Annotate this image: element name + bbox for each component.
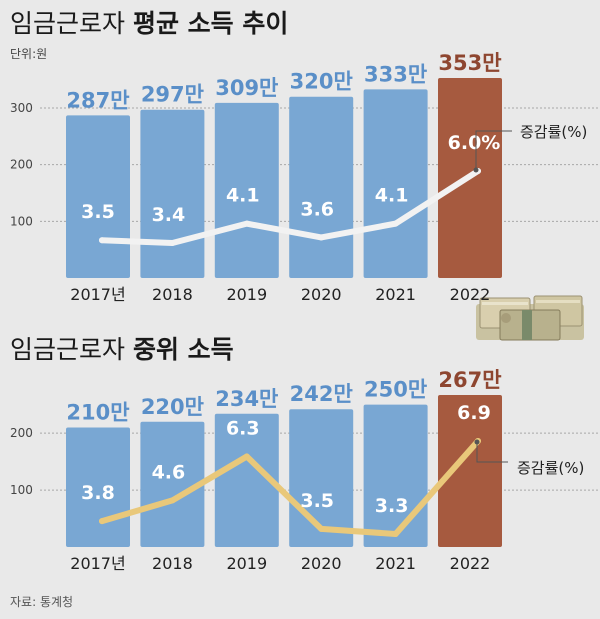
chart-1-legend-label: 증감률(%) bbox=[520, 123, 587, 141]
chart-1-growth-label: 3.4 bbox=[152, 204, 186, 226]
chart-1-title: 임금근로자 평균 소득 추이 bbox=[10, 9, 288, 38]
chart-2-legend-leader bbox=[476, 442, 508, 463]
chart-2-growth-point bbox=[169, 497, 176, 504]
chart-2-category-label: 2022 bbox=[450, 554, 491, 573]
chart-2-bar-value-label: 234만 bbox=[215, 387, 278, 411]
chart-2-bar-value-label: 250만 bbox=[364, 378, 427, 402]
chart-2-growth-label: 6.9 bbox=[457, 402, 491, 424]
chart-1-growth-point bbox=[318, 234, 325, 241]
chart-2-bar-value-label: 267만 bbox=[438, 368, 501, 392]
chart-1-bar bbox=[363, 89, 428, 278]
chart-1-category-label: 2022 bbox=[450, 285, 491, 304]
chart-1-bar-value-label: 320만 bbox=[290, 70, 353, 94]
chart-1-ytick-label: 100 bbox=[10, 214, 33, 228]
chart-2-bar bbox=[214, 413, 279, 547]
chart-2-bar-value-label: 210만 bbox=[66, 400, 129, 424]
chart-1-ytick-label: 200 bbox=[10, 158, 33, 172]
chart-1-bar-value-label: 333만 bbox=[364, 62, 427, 86]
chart-2-title: 임금근로자 중위 소득 bbox=[10, 335, 234, 364]
chart-1-bar-value-label: 297만 bbox=[141, 83, 204, 107]
chart-2-category-label: 2021 bbox=[375, 554, 416, 573]
chart-2-category-label: 2019 bbox=[226, 554, 267, 573]
chart-1-bar-value-label: 353만 bbox=[438, 51, 501, 75]
chart-1-growth-point bbox=[99, 237, 105, 244]
chart-2-ytick-label: 200 bbox=[10, 426, 33, 440]
chart-2-category-label: 2018 bbox=[152, 554, 193, 573]
chart-1-bar bbox=[289, 96, 354, 278]
chart-1-growth-label: 3.6 bbox=[300, 198, 334, 220]
chart-2-growth-label: 6.3 bbox=[226, 418, 260, 440]
chart-1-category-label: 2020 bbox=[301, 285, 342, 304]
chart-2-growth-point bbox=[243, 453, 250, 460]
chart-2-growth-label: 3.5 bbox=[300, 490, 334, 512]
chart-2-legend-dot bbox=[474, 439, 480, 445]
chart-2-legend-label: 증감률(%) bbox=[517, 459, 584, 477]
chart-2-growth-line bbox=[99, 438, 481, 537]
chart-2-category-label: 2020 bbox=[301, 554, 342, 573]
money-stack-icon bbox=[476, 295, 584, 341]
chart-1-bar-value-label: 287만 bbox=[66, 88, 129, 112]
chart-2-bar bbox=[438, 395, 502, 547]
chart-1-growth-line bbox=[99, 168, 481, 246]
chart-2-bar bbox=[140, 421, 205, 547]
chart-1-legend-dot bbox=[473, 167, 479, 173]
chart-1-bar bbox=[214, 102, 279, 279]
chart-1-growth-point bbox=[243, 220, 250, 227]
chart-1-growth-point bbox=[392, 220, 399, 227]
chart-2-bar-value-label: 220만 bbox=[141, 395, 204, 419]
chart-1-legend-leader bbox=[475, 130, 512, 170]
chart-1-growth-label: 4.1 bbox=[226, 185, 260, 207]
chart-2-bar-value-label: 242만 bbox=[290, 382, 353, 406]
chart-1-growth-label: 6.0% bbox=[448, 132, 501, 154]
chart-1-bar-value-label: 309만 bbox=[215, 76, 278, 100]
chart-1-category-label: 2019 bbox=[226, 285, 267, 304]
chart-2-growth-point bbox=[99, 518, 105, 525]
chart-2-growth-point bbox=[392, 531, 399, 537]
chart-2-growth-point bbox=[318, 525, 325, 532]
source-label: 자료: 통계청 bbox=[10, 595, 73, 609]
chart-1-growth-label: 4.1 bbox=[375, 185, 409, 207]
chart-2-category-label: 2017년 bbox=[70, 554, 125, 573]
chart-2-growth-label: 3.3 bbox=[375, 495, 409, 517]
chart-2-growth-label: 3.8 bbox=[81, 482, 115, 504]
chart-2-ytick-label: 100 bbox=[10, 483, 33, 497]
chart-1-category-label: 2021 bbox=[375, 285, 416, 304]
chart-1-category-label: 2017년 bbox=[70, 285, 125, 304]
chart-1-bar bbox=[140, 109, 205, 278]
chart-2-growth-label: 4.6 bbox=[152, 461, 186, 483]
chart-1-ytick-label: 300 bbox=[10, 101, 33, 115]
chart-1-growth-point bbox=[169, 240, 176, 246]
chart-layer: 100 200 300 287만 2017년 297만 2018 309만 2019 320만 20… bbox=[10, 51, 600, 573]
chart-1-bar bbox=[66, 115, 130, 278]
unit-label: 단위:원 bbox=[10, 47, 47, 61]
chart-2-bar bbox=[363, 404, 428, 547]
chart-1-growth-label: 3.5 bbox=[81, 201, 115, 223]
chart-1-category-label: 2018 bbox=[152, 285, 193, 304]
